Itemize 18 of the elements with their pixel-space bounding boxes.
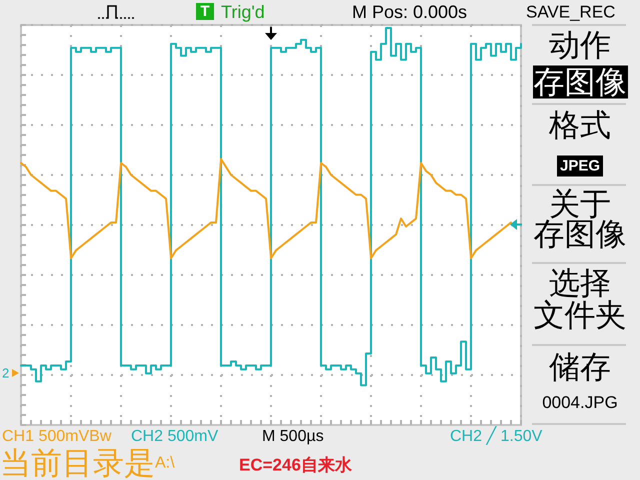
text: 文件夹 <box>534 298 626 332</box>
text: CH2 500mV <box>131 428 218 445</box>
text: SAVE_REC <box>526 2 616 22</box>
text: 2 <box>2 366 10 380</box>
text: T <box>196 3 214 20</box>
text: JPEG <box>556 156 604 176</box>
text: 格式 <box>549 108 611 142</box>
text: M 500µs <box>262 428 324 445</box>
text: CH2 ╱ 1.50V <box>450 428 542 445</box>
text: 存图像 <box>532 64 628 100</box>
text: 0004.JPG <box>542 393 618 412</box>
text: 动作 <box>549 28 611 62</box>
text: CH1 500mVBw <box>2 428 112 445</box>
text: EC=246自来水 <box>239 456 352 474</box>
text: M Pos: 0.000s <box>352 2 468 22</box>
text: 选择 <box>549 266 611 300</box>
text: 储存 <box>549 350 611 384</box>
text: Trig'd <box>221 2 265 22</box>
